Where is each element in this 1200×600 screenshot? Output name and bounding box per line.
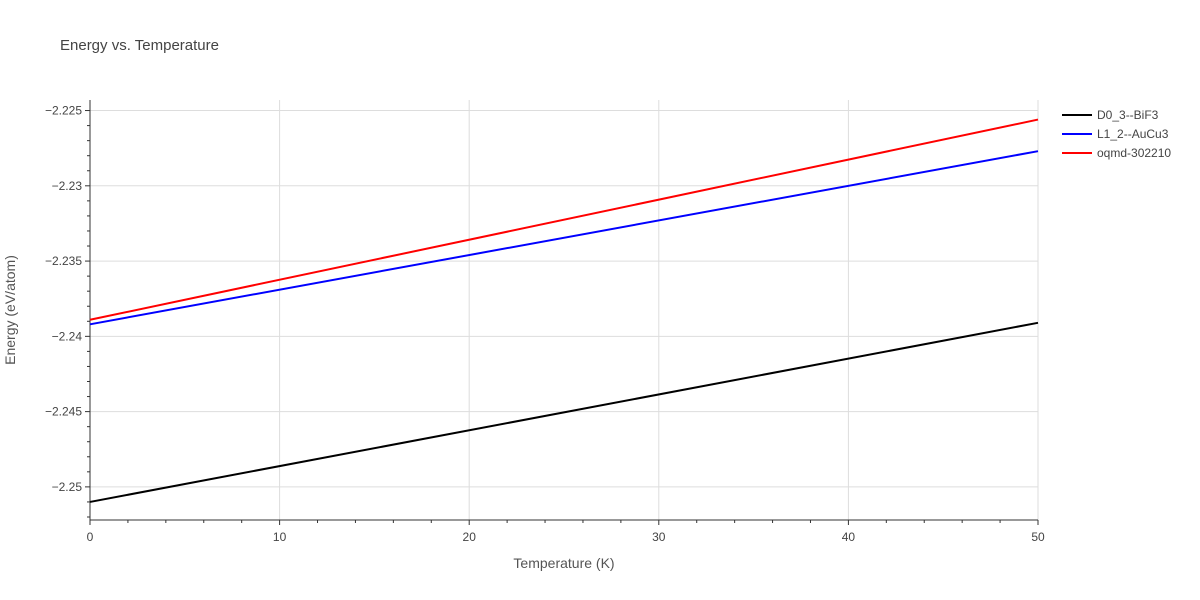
y-tick-label: −2.245 xyxy=(45,405,82,419)
y-tick-label: −2.25 xyxy=(52,480,83,494)
y-tick-label: −2.235 xyxy=(45,254,82,268)
axes-layer: 0 10 20 30 40 50 −2.25 −2.245 −2.24 −2.235 −2.23 −2… xyxy=(45,100,1045,544)
series-line-l1-2-aucu3[interactable] xyxy=(89,150,1039,326)
x-tick-label: 50 xyxy=(1031,530,1045,544)
legend-item[interactable]: L1_2--AuCu3 xyxy=(1062,127,1169,141)
y-axis-title: Energy (eV/atom) xyxy=(2,255,18,365)
y-tick-label: −2.23 xyxy=(52,179,83,193)
grid-layer xyxy=(90,100,1039,520)
chart-title: Energy vs. Temperature xyxy=(60,37,219,54)
x-tick-label: 30 xyxy=(652,530,666,544)
legend-label: L1_2--AuCu3 xyxy=(1097,127,1169,141)
series-line-oqmd-302210[interactable] xyxy=(89,118,1039,321)
legend[interactable]: D0_3--BiF3 L1_2--AuCu3 oqmd-302210 xyxy=(1062,108,1171,160)
y-tick-label: −2.24 xyxy=(52,329,83,343)
legend-item[interactable]: D0_3--BiF3 xyxy=(1062,108,1159,122)
legend-label: D0_3--BiF3 xyxy=(1097,108,1159,122)
x-tick-label: 20 xyxy=(463,530,477,544)
series-line-d0-3-bif3[interactable] xyxy=(89,321,1039,503)
x-tick-label: 0 xyxy=(87,530,94,544)
legend-label: oqmd-302210 xyxy=(1097,146,1171,160)
x-tick-label: 10 xyxy=(273,530,287,544)
y-tick-label: −2.225 xyxy=(45,104,82,118)
legend-item[interactable]: oqmd-302210 xyxy=(1062,146,1171,160)
x-axis-title: Temperature (K) xyxy=(513,555,614,571)
x-tick-label: 40 xyxy=(842,530,856,544)
series-layer xyxy=(89,118,1039,503)
